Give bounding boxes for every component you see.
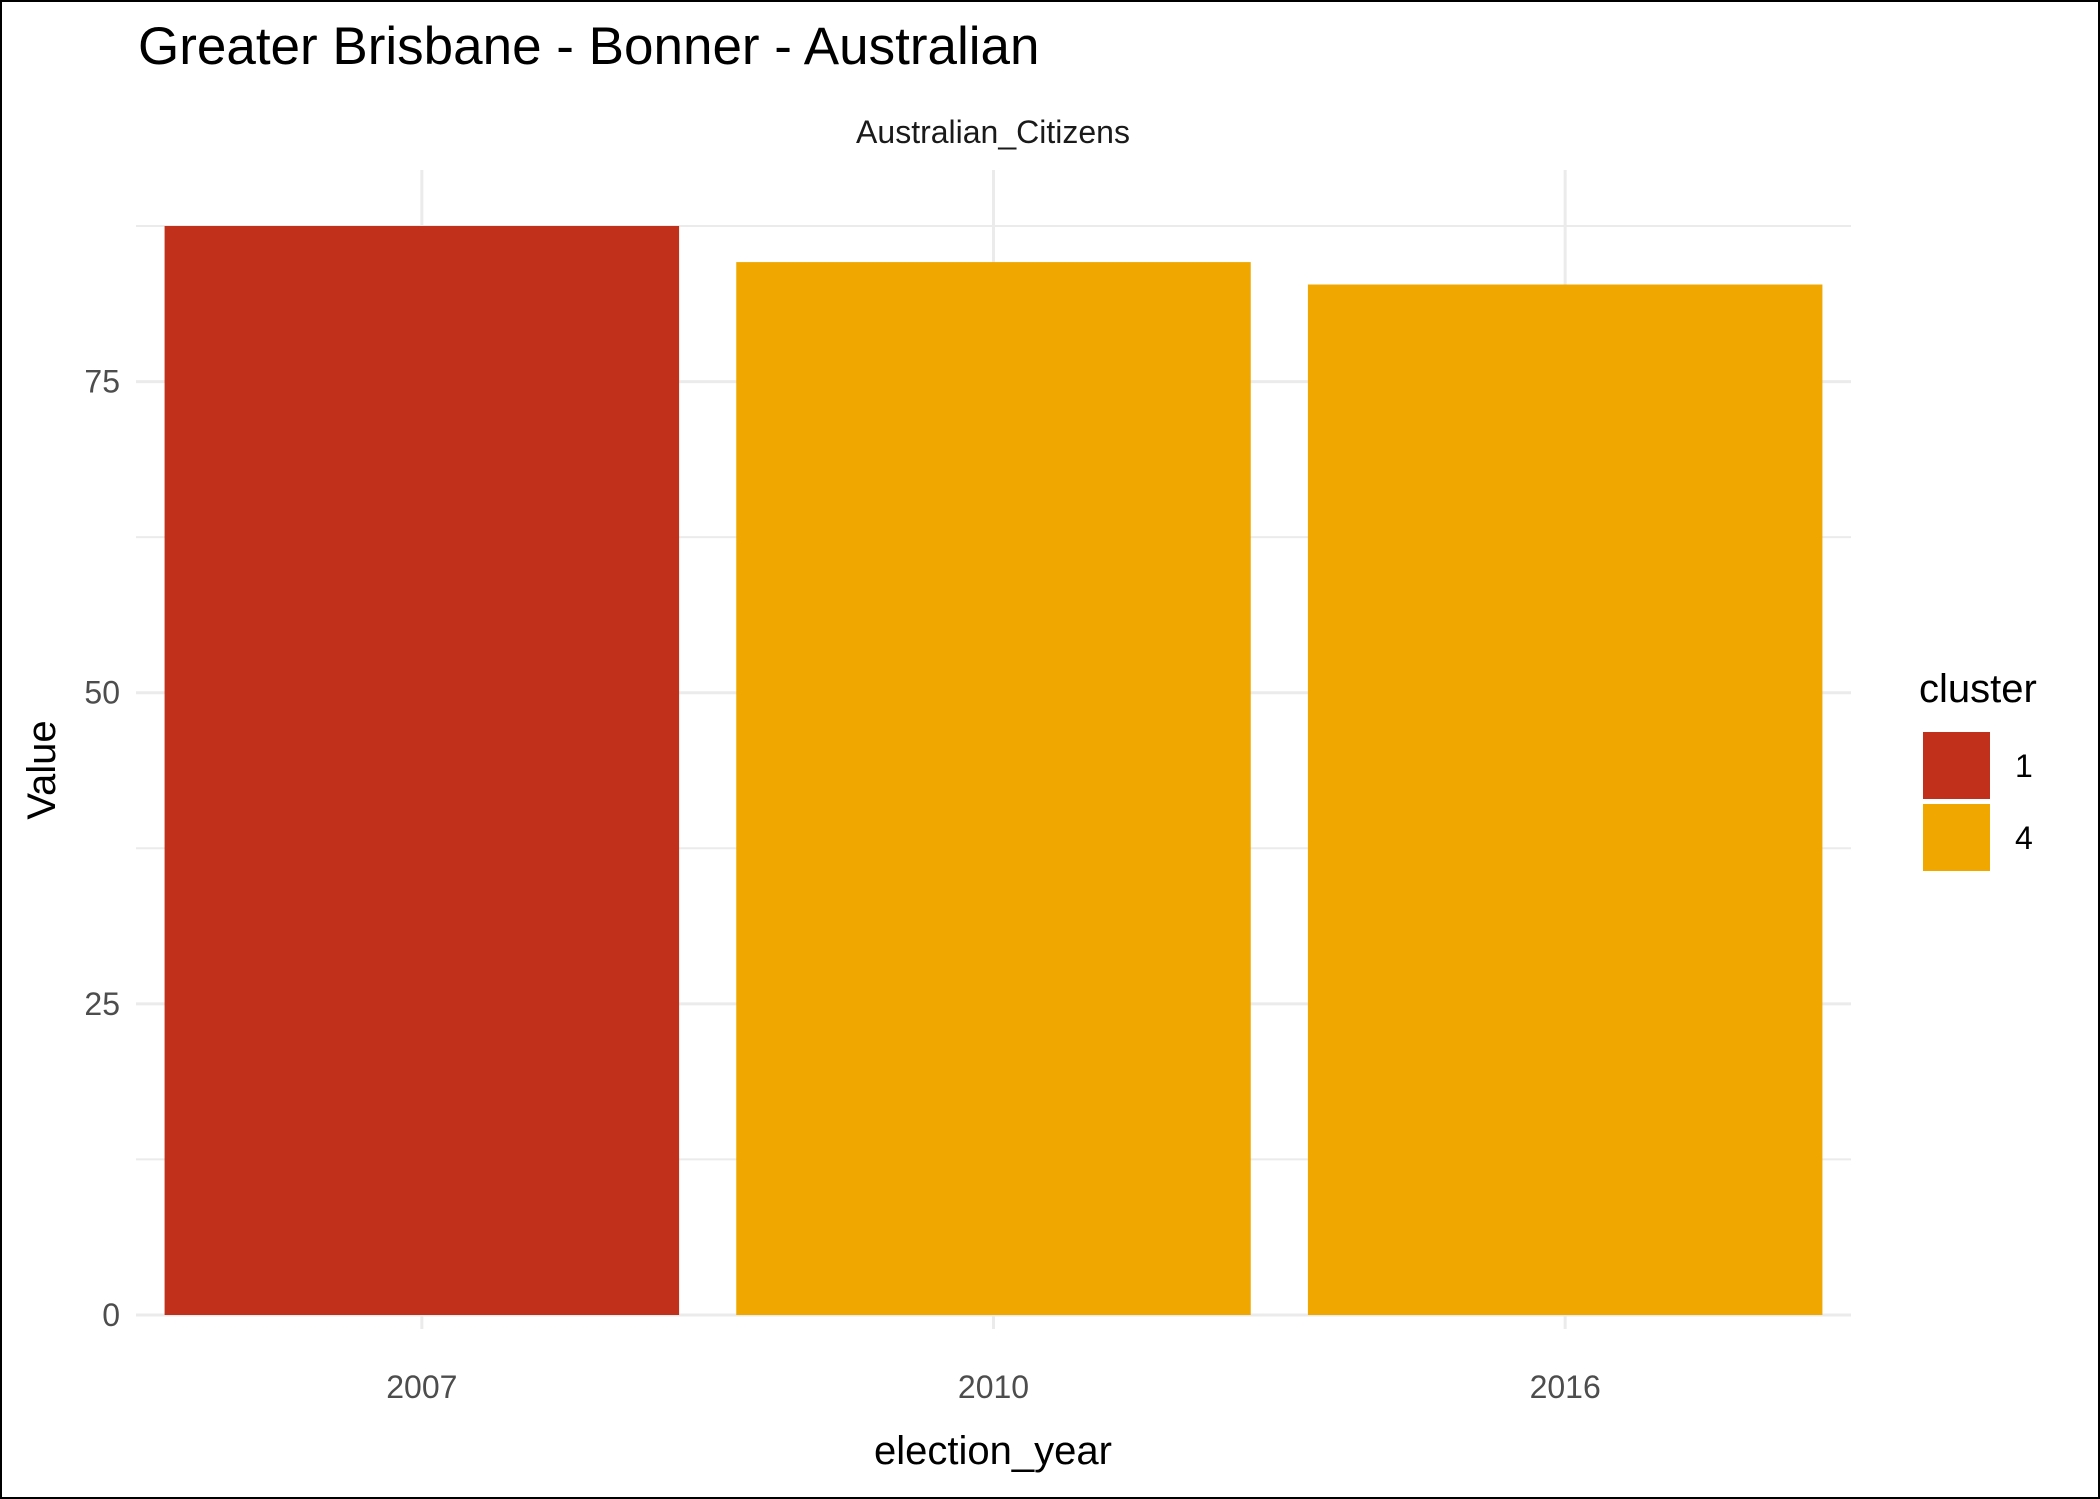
y-axis-ticks: 0 25 50 75 bbox=[84, 364, 120, 1333]
chart-title: Greater Brisbane - Bonner - Australian bbox=[138, 17, 1039, 76]
x-axis-title: election_year bbox=[874, 1429, 1112, 1473]
bars bbox=[164, 226, 1823, 1316]
legend-key-4 bbox=[1923, 804, 1990, 871]
x-tick-label: 2010 bbox=[958, 1369, 1029, 1405]
legend: cluster 1 4 bbox=[1919, 667, 2037, 871]
y-axis-title: Value bbox=[20, 720, 64, 819]
bar-2016 bbox=[1307, 284, 1823, 1315]
y-tick-label: 50 bbox=[84, 675, 120, 711]
bar-2010 bbox=[736, 262, 1251, 1315]
y-tick-label: 25 bbox=[84, 986, 120, 1022]
legend-key-1 bbox=[1923, 732, 1990, 799]
y-tick-label: 0 bbox=[102, 1297, 120, 1333]
legend-label: 1 bbox=[2015, 748, 2033, 784]
legend-label: 4 bbox=[2015, 820, 2033, 856]
facet-label: Australian_Citizens bbox=[856, 114, 1130, 150]
legend-title: cluster bbox=[1919, 667, 2037, 711]
x-axis-ticks: 2007 2010 2016 bbox=[386, 1369, 1601, 1405]
x-tick-label: 2007 bbox=[386, 1369, 457, 1405]
bar-2007 bbox=[164, 226, 680, 1316]
x-tick-label: 2016 bbox=[1530, 1369, 1601, 1405]
y-tick-label: 75 bbox=[84, 364, 120, 400]
